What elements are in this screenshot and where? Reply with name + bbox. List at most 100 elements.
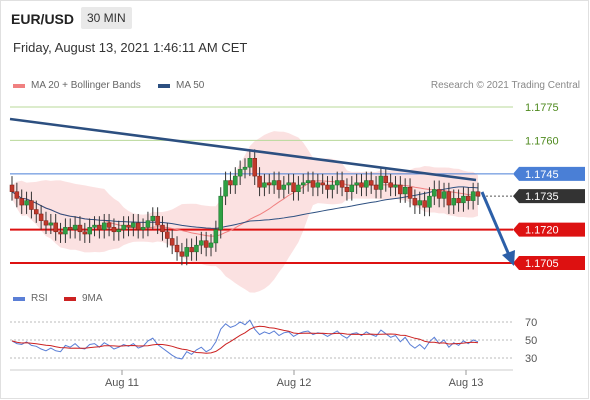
- candle-body: [475, 191, 481, 197]
- candle-body: [286, 182, 291, 186]
- candle-body: [393, 184, 398, 188]
- candle-body: [82, 231, 88, 235]
- candle-body: [378, 175, 384, 190]
- level-label-1.1720: 1.1720: [525, 225, 559, 237]
- candle-body: [320, 182, 325, 186]
- candle-body: [427, 195, 432, 208]
- candle-body: [373, 184, 379, 190]
- candle-body: [19, 198, 24, 206]
- candle-body: [310, 180, 316, 188]
- candle-body: [126, 224, 131, 228]
- candle-body: [223, 180, 228, 197]
- candle-body: [97, 224, 102, 230]
- candle-body: [233, 175, 238, 186]
- candle-body: [140, 227, 146, 230]
- candle-body: [398, 184, 403, 195]
- candle-body: [165, 231, 170, 239]
- level-label-1.1745: 1.1745: [525, 169, 559, 181]
- candle-body: [194, 244, 199, 253]
- candle-body: [34, 209, 39, 215]
- candle-body: [330, 184, 335, 190]
- candle-body: [24, 200, 29, 206]
- candle-body: [199, 240, 204, 246]
- candle-body: [402, 186, 408, 195]
- level-label-1.1735: 1.1735: [525, 191, 559, 203]
- currency-pair: EUR/USD: [11, 11, 75, 27]
- candle-body: [87, 227, 92, 235]
- candle-body: [432, 189, 437, 197]
- candle-body: [422, 200, 427, 208]
- level-tag-1.1735: [513, 189, 585, 204]
- candle-body: [466, 195, 471, 201]
- timestamp: Friday, August 13, 2021 1:46:11 AM CET: [13, 40, 248, 55]
- candle-body: [145, 220, 151, 228]
- legend-ma50: MA 50: [158, 80, 204, 91]
- legend-ma20: MA 20 + Bollinger Bands: [13, 80, 141, 91]
- candle-body: [213, 229, 219, 244]
- candle-body: [101, 222, 107, 230]
- candle-body: [291, 182, 296, 192]
- candle-body: [417, 200, 422, 206]
- candle-body: [43, 220, 49, 226]
- candle-body: [461, 195, 466, 204]
- candle-body: [262, 182, 267, 188]
- candle-body: [38, 213, 44, 221]
- candle-body: [9, 184, 15, 192]
- candle-body: [436, 189, 442, 199]
- candle-body: [203, 240, 209, 248]
- candle-body: [228, 180, 233, 186]
- rsi-label: RSI: [31, 293, 48, 304]
- candle-body: [257, 175, 262, 188]
- candle-body: [53, 222, 58, 233]
- candle-body: [208, 242, 214, 248]
- candle-body: [68, 227, 73, 230]
- timeframe-badge[interactable]: 30 MIN: [81, 7, 132, 29]
- candle-body: [77, 224, 83, 233]
- candle-body: [383, 175, 389, 184]
- legend-9ma: 9MA: [64, 293, 103, 304]
- forecast-arrow: [480, 191, 511, 256]
- candle-body: [131, 222, 136, 228]
- ma9-swatch: [64, 296, 76, 301]
- candle-body: [305, 180, 311, 184]
- candle-body: [252, 158, 257, 177]
- ma50-label: MA 50: [176, 80, 205, 91]
- candle-body: [344, 186, 350, 192]
- candle-body: [281, 184, 287, 190]
- level-label-1.1760: 1.1760: [525, 135, 559, 147]
- rsi-ma9-line: [11, 325, 479, 354]
- candle-body: [160, 224, 165, 233]
- candle-body: [72, 224, 78, 230]
- candle-body: [106, 222, 112, 228]
- ma50-swatch: [158, 83, 170, 88]
- candle-body: [349, 184, 355, 192]
- candle-body: [48, 222, 54, 226]
- candle-body: [271, 180, 277, 186]
- candle-body: [29, 200, 34, 210]
- candle-body: [368, 180, 374, 186]
- candle-body: [116, 229, 122, 233]
- candle-body: [470, 191, 476, 201]
- candle-body: [155, 215, 160, 226]
- rsi-level-label-70: 70: [525, 317, 537, 329]
- candle-body: [184, 247, 189, 257]
- candle-body: [276, 180, 282, 190]
- candle-body: [111, 227, 117, 233]
- candle-body: [364, 180, 369, 188]
- trend-line: [9, 117, 477, 182]
- candle-body: [174, 244, 180, 253]
- candle-body: [189, 247, 194, 253]
- candle-body: [242, 166, 248, 170]
- level-label-1.1775: 1.1775: [525, 102, 559, 114]
- candle-body: [135, 222, 141, 230]
- level-label-1.1705: 1.1705: [525, 258, 559, 270]
- candle-body: [169, 238, 175, 246]
- candle-body: [315, 182, 321, 188]
- candle-body: [412, 198, 418, 206]
- candle-body: [58, 231, 63, 235]
- ma20-label: MA 20 + Bollinger Bands: [31, 80, 141, 91]
- chart-header: EUR/USD 30 MIN: [0, 0, 590, 36]
- candle-body: [14, 191, 20, 199]
- candle-body: [441, 191, 447, 199]
